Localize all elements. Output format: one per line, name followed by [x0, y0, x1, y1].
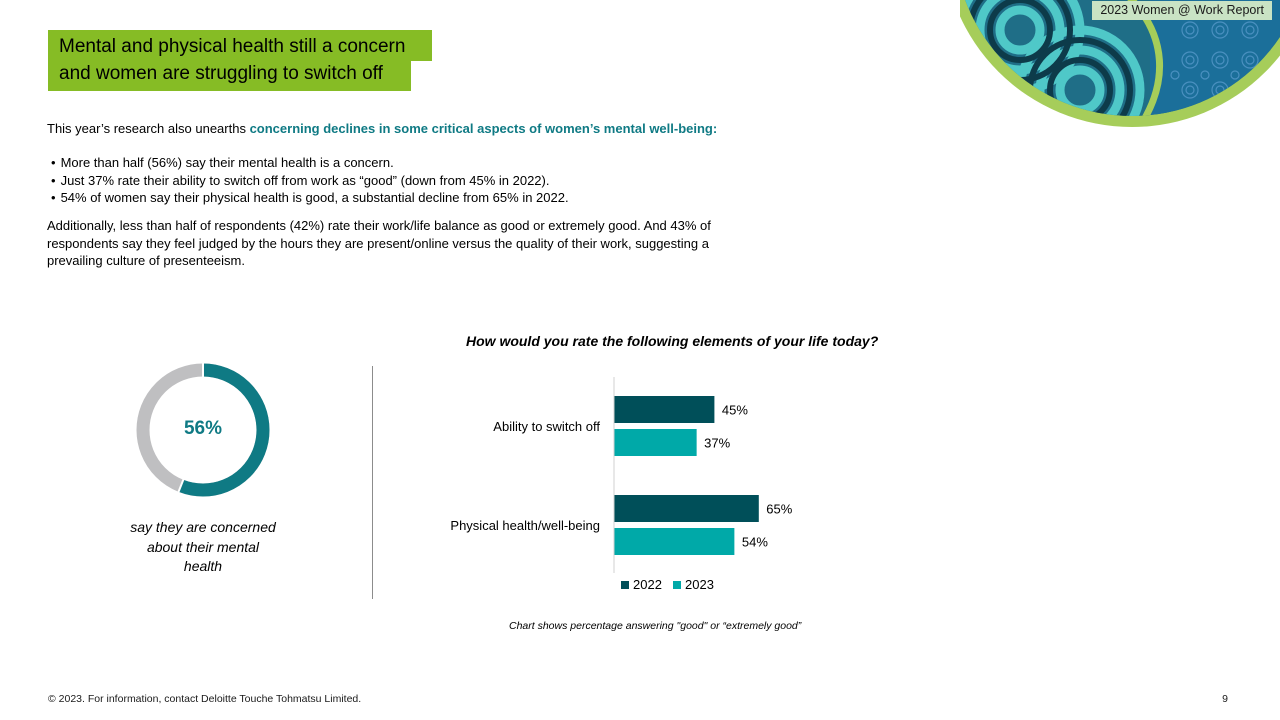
page-title: Mental and physical health still a conce… — [48, 30, 432, 91]
category-label: Ability to switch off — [493, 419, 600, 434]
page-title-line-2: and women are struggling to switch off — [48, 61, 411, 91]
chart-note: Chart shows percentage answering "good" … — [509, 620, 802, 632]
donut-chart: 56% — [135, 362, 271, 498]
bar-2023 — [614, 429, 697, 456]
data-label: 54% — [742, 535, 768, 550]
intro-plain: This year’s research also unearths — [47, 121, 250, 136]
donut-caption-line: say they are concerned — [130, 519, 276, 535]
data-label: 37% — [704, 436, 730, 451]
report-tag: 2023 Women @ Work Report — [1092, 1, 1272, 20]
bar-chart: Ability to switch off 45% 37% Physical heal… — [450, 377, 793, 592]
vertical-divider — [372, 366, 373, 599]
footer-copyright: © 2023. For information, contact Deloitt… — [48, 693, 362, 705]
bullet-item: More than half (56%) say their mental he… — [51, 154, 569, 172]
legend-label: 2022 — [633, 577, 662, 592]
donut-svg — [136, 362, 270, 497]
data-label: 65% — [766, 502, 792, 517]
page-title-line-1: Mental and physical health still a conce… — [48, 30, 432, 61]
decorative-pattern — [960, 0, 1280, 127]
donut-value-label: 56% — [183, 418, 223, 439]
data-label: 45% — [722, 403, 748, 418]
category-label: Physical health/well-being — [450, 518, 600, 533]
intro-highlight: concerning declines in some critical asp… — [249, 121, 718, 136]
donut-caption: say they are concerned about their menta… — [118, 518, 288, 577]
bar-2022 — [614, 495, 759, 522]
donut-gap — [177, 477, 185, 494]
donut-caption-line: health — [183, 558, 223, 574]
donut-caption-line: about their mental — [146, 538, 260, 555]
bullet-list: More than half (56%) say their mental he… — [51, 154, 569, 207]
bar-2022 — [614, 396, 715, 423]
body-paragraph: Additionally, less than half of responde… — [47, 218, 711, 268]
legend-swatch — [621, 581, 629, 589]
bullet-item: Just 37% rate their ability to switch of… — [51, 172, 569, 190]
chart-title: How would you rate the following element… — [466, 333, 879, 349]
page-number: 9 — [1222, 693, 1228, 705]
bar-2023 — [614, 528, 735, 555]
legend-label: 2023 — [685, 577, 714, 592]
bullet-item: 54% of women say their physical health i… — [51, 189, 569, 207]
intro-text: This year’s research also unearths conce… — [47, 120, 717, 137]
legend-swatch — [673, 581, 681, 589]
